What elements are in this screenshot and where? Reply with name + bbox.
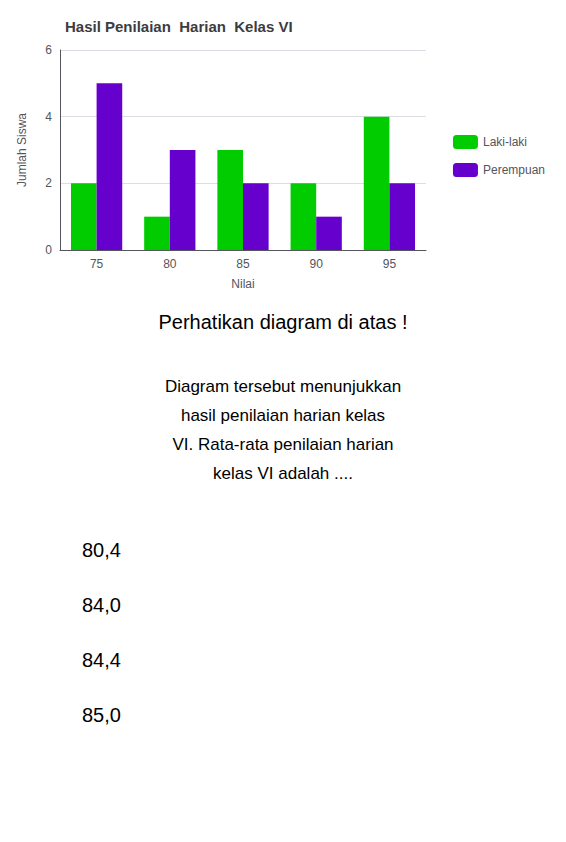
svg-text:75: 75 (90, 257, 104, 271)
svg-text:80,4: 80,4 (82, 539, 121, 561)
svg-text:6: 6 (45, 43, 52, 57)
svg-text:Perempuan: Perempuan (483, 163, 545, 177)
svg-text:Jumlah Siswa: Jumlah Siswa (15, 113, 29, 187)
svg-text:Diagram tersebut menunjukkan: Diagram tersebut menunjukkan (165, 377, 401, 396)
svg-text:85,0: 85,0 (82, 704, 121, 726)
svg-text:0: 0 (45, 243, 52, 257)
svg-text:80: 80 (163, 257, 177, 271)
svg-text:90: 90 (310, 257, 324, 271)
svg-text:84,0: 84,0 (82, 594, 121, 616)
svg-text:Nilai: Nilai (231, 277, 254, 291)
svg-text:84,4: 84,4 (82, 649, 121, 671)
svg-text:kelas VI adalah ....: kelas VI adalah .... (213, 464, 353, 483)
svg-text:VI. Rata-rata penilaian harian: VI. Rata-rata penilaian harian (172, 435, 393, 454)
svg-text:85: 85 (236, 257, 250, 271)
svg-text:Hasil Penilaian Harian Kelas: Hasil Penilaian Harian Kelas VI (65, 18, 293, 35)
svg-text:Laki-laki: Laki-laki (483, 135, 527, 149)
svg-text:2: 2 (45, 176, 52, 190)
svg-text:Perhatikan diagram di atas !: Perhatikan diagram di atas ! (158, 311, 407, 333)
svg-text:4: 4 (45, 110, 52, 124)
svg-text:95: 95 (383, 257, 397, 271)
svg-text:hasil penilaian harian kelas: hasil penilaian harian kelas (181, 406, 385, 425)
